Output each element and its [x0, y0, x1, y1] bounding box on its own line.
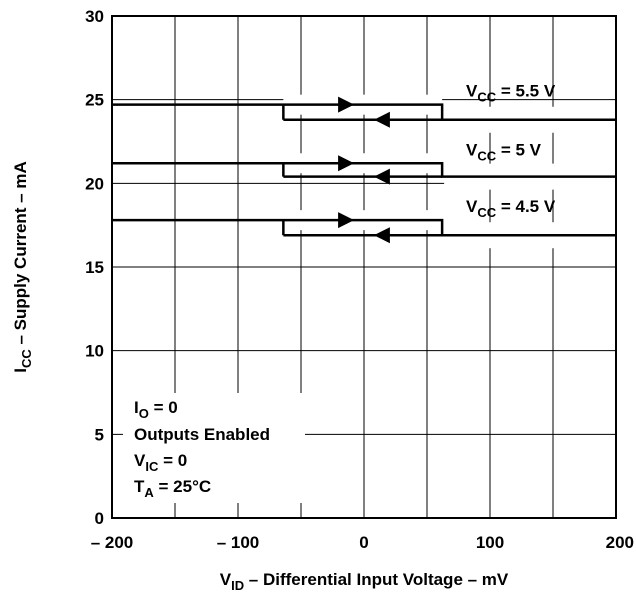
y-tick-label: 30 [85, 7, 104, 26]
arrow-right [338, 155, 355, 172]
arrow-right [338, 212, 355, 229]
condition-line: IO = 0 [134, 398, 178, 421]
y-tick-label: 20 [85, 174, 104, 193]
series-curve [112, 153, 620, 190]
condition-line: TA = 25°C [134, 477, 211, 500]
series-label: VCC = 5.5 V [466, 82, 556, 105]
arrow-left [373, 111, 390, 128]
x-axis-title: VID – Differential Input Voltage – mV [220, 570, 509, 592]
condition-line: VIC = 0 [134, 451, 187, 474]
series-curve [112, 94, 620, 133]
arrow-right [338, 96, 355, 113]
x-tick-label: – 200 [91, 533, 134, 552]
rising-path [112, 103, 616, 121]
test-conditions: IO = 0 Outputs Enabled VIC = 0 TA = 25°C [123, 393, 305, 503]
y-tick-label: 5 [95, 425, 104, 444]
series-labels: VCC = 5.5 V VCC = 5 V VCC = 4.5 V [466, 82, 556, 220]
y-tick-label: 25 [85, 91, 104, 110]
x-tick-label: 200 [606, 533, 634, 552]
series-group [112, 94, 620, 249]
series-curve [112, 210, 620, 249]
rising-path [112, 162, 616, 178]
rising-path [112, 218, 616, 237]
x-tick-label: – 100 [217, 533, 260, 552]
x-tick-label: 100 [476, 533, 504, 552]
y-axis-title: ICC – Supply Current – mA [11, 161, 34, 373]
series-label: VCC = 4.5 V [466, 197, 556, 220]
y-tick-label: 0 [95, 509, 104, 528]
condition-line: Outputs Enabled [134, 425, 270, 444]
x-tick-label: 0 [359, 533, 368, 552]
tick-labels: 0 5 10 15 20 25 30 – 200 – 100 0 100 200 [85, 7, 634, 552]
y-tick-label: 15 [85, 258, 104, 277]
arrow-left [373, 168, 390, 185]
y-tick-label: 10 [85, 342, 104, 361]
plot-frame [111, 15, 617, 519]
arrow-left [373, 227, 390, 244]
series-label: VCC = 5 V [466, 140, 542, 163]
